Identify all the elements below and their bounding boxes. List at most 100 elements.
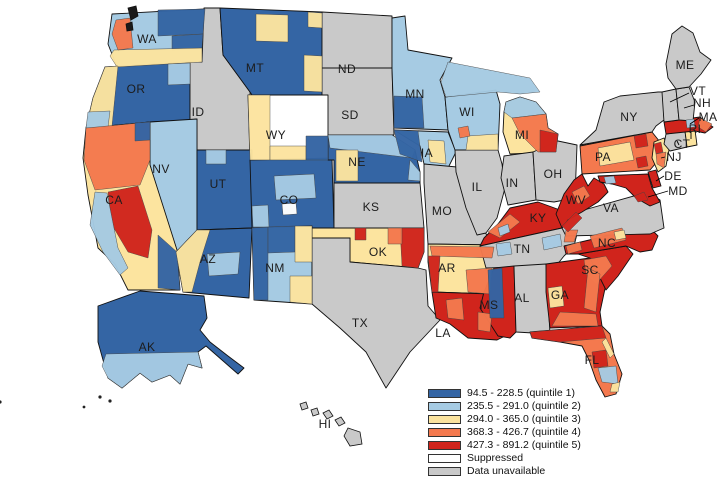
hawaii-island-oahu — [310, 407, 320, 417]
state-il — [454, 149, 506, 236]
county-region-wa-ne — [157, 8, 206, 37]
legend-label-quintile-2: 235.5 - 291.0 (quintile 2) — [467, 400, 581, 412]
county-region-nc-yellow — [613, 229, 627, 241]
state-label-wa: WA — [137, 32, 157, 46]
aleutian-island-1 — [0, 400, 2, 404]
county-region-pa-ne — [633, 133, 649, 149]
county-region-ca-se — [157, 234, 181, 291]
county-region-wa-east — [171, 33, 204, 51]
aleutian-island-3 — [108, 399, 112, 403]
state-me — [665, 25, 712, 90]
state-label-va: VA — [603, 201, 619, 215]
state-label-ky: KY — [530, 211, 547, 225]
hawaii-island-molokai — [322, 409, 334, 420]
state-label-vt: VT — [690, 84, 706, 98]
state-label-nm: NM — [265, 261, 284, 275]
state-label-az: AZ — [200, 252, 216, 266]
state-label-ma: MA — [699, 110, 718, 124]
county-region-va-west — [561, 211, 583, 233]
state-label-ut: UT — [210, 177, 227, 191]
callout-line-nh — [683, 104, 695, 109]
county-region-wv-center — [571, 185, 591, 205]
state-label-nj: NJ — [666, 150, 681, 164]
legend-label-quintile-4: 368.3 - 426.7 (quintile 4) — [467, 426, 581, 438]
state-label-oh: OH — [544, 167, 563, 181]
state-nd — [321, 11, 393, 69]
county-region-ok-ne — [387, 227, 403, 245]
state-label-id: ID — [192, 105, 205, 119]
county-region-fl-panhandle — [529, 325, 607, 343]
county-region-wi-sw — [457, 125, 471, 139]
county-region-ne-west — [335, 149, 359, 182]
legend-swatch-quintile-5 — [428, 441, 461, 450]
county-region-az-center — [206, 251, 241, 277]
county-region-ga-south — [551, 311, 599, 327]
puget-sound-islands-2 — [125, 21, 134, 32]
county-region-pa-center — [597, 141, 635, 167]
county-region-ok-north — [354, 227, 367, 241]
county-region-or-south-coast — [85, 110, 111, 129]
county-region-ia-center — [427, 139, 447, 165]
county-region-mt-ne — [307, 11, 323, 29]
county-region-va-north — [633, 191, 649, 203]
state-label-mt: MT — [246, 61, 264, 75]
islands-layer — [0, 5, 363, 447]
aleutian-island-2 — [98, 395, 102, 399]
state-label-ct: CT — [674, 137, 691, 151]
state-label-ny: NY — [620, 110, 637, 124]
county-region-tn-west — [495, 241, 513, 257]
state-label-mi: MI — [515, 128, 529, 142]
state-label-ak: AK — [139, 340, 156, 354]
state-de — [647, 169, 662, 189]
county-region-ga-west — [547, 285, 565, 309]
state-label-ks: KS — [363, 200, 380, 214]
callout-line-md — [647, 190, 669, 198]
callout-line-de — [655, 175, 665, 182]
aleutian-island-4 — [82, 405, 86, 409]
puget-sound-islands — [127, 5, 139, 21]
county-region-wy-south — [269, 145, 307, 161]
county-region-mn-sw — [393, 95, 425, 129]
state-label-ia: IA — [421, 146, 433, 160]
county-region-mi-se — [539, 129, 559, 153]
county-region-wy-se — [305, 135, 329, 161]
county-region-ms-delta — [487, 267, 505, 319]
legend-row-data-unavailable: Data unavailable — [428, 466, 581, 477]
county-region-wi-south — [465, 133, 499, 151]
county-region-ok-east — [399, 227, 425, 269]
legend-swatch-quintile-1 — [428, 389, 461, 398]
county-region-nm-east — [294, 225, 313, 263]
state-in — [500, 151, 537, 206]
state-label-fl: FL — [585, 353, 600, 367]
state-label-nd: ND — [338, 62, 356, 76]
state-label-ri: RI — [689, 122, 702, 136]
hawaii-island-hawaii — [343, 427, 363, 447]
county-patches-layer — [83, 8, 713, 393]
hawaii-island-maui — [334, 416, 346, 427]
county-region-pa-se — [635, 155, 649, 169]
county-region-mt-north — [255, 13, 289, 43]
state-label-ga: GA — [551, 288, 569, 302]
legend-label-quintile-5: 427.3 - 891.2 (quintile 5) — [467, 439, 581, 451]
county-region-fl-east — [601, 337, 615, 359]
county-region-ut-north — [205, 149, 227, 165]
legend-label-suppressed: Suppressed — [467, 452, 524, 464]
legend-swatch-data-unavailable — [428, 467, 461, 476]
state-label-al: AL — [514, 291, 529, 305]
state-label-wy: WY — [266, 128, 286, 142]
callout-line-ct — [676, 140, 680, 146]
legend-swatch-quintile-3 — [428, 415, 461, 424]
county-region-ar-west — [427, 255, 441, 293]
county-region-mi-up — [440, 61, 541, 98]
state-label-tx: TX — [352, 316, 368, 330]
county-region-tn-east — [541, 233, 563, 251]
county-region-ia-west — [393, 129, 423, 163]
legend-row-quintile-5: 427.3 - 891.2 (quintile 5) — [428, 440, 581, 451]
county-region-mt-east — [303, 54, 323, 93]
state-sd — [321, 67, 395, 136]
county-region-nj-red — [653, 141, 664, 155]
state-label-pa: PA — [595, 150, 611, 164]
county-region-nm-se — [289, 275, 313, 305]
state-label-il: IL — [472, 180, 483, 194]
